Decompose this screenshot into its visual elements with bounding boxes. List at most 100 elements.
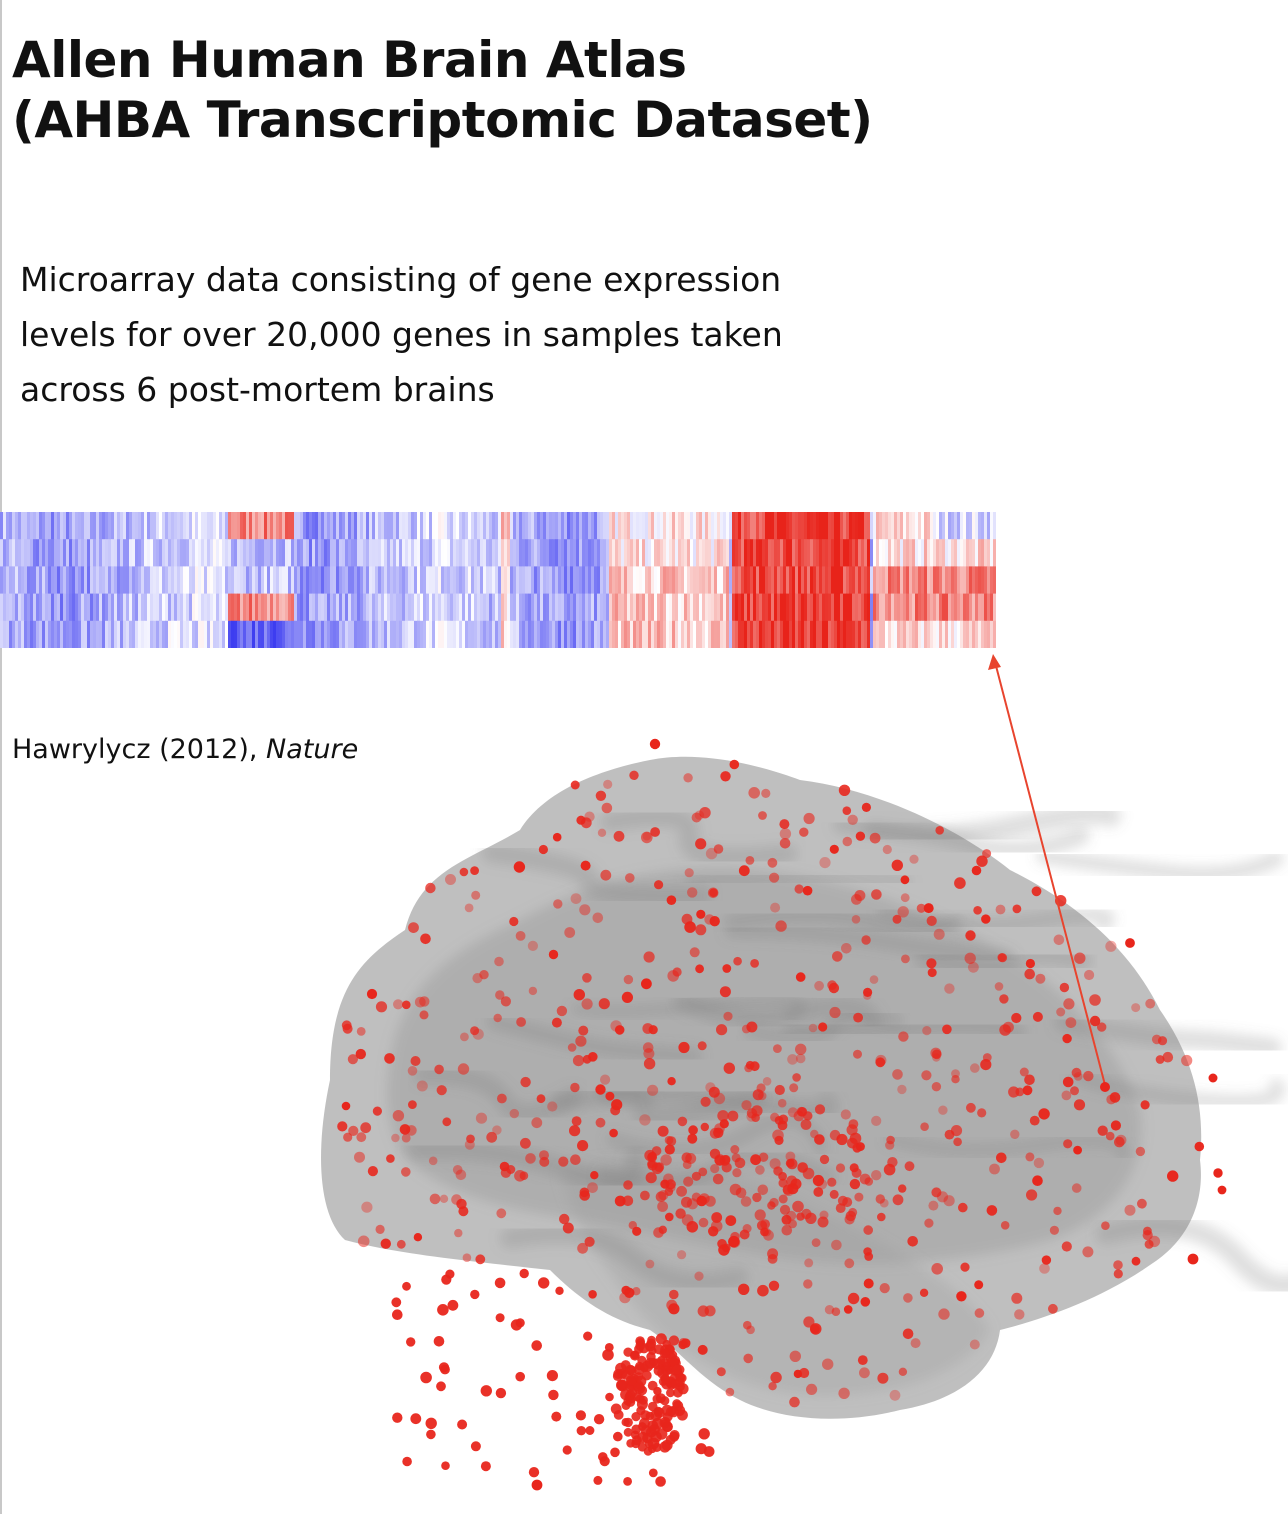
heatmap-cell [984, 593, 988, 622]
heatmap-cell [927, 620, 931, 648]
sample-dot [1074, 952, 1086, 964]
heatmap-cell [417, 566, 421, 595]
heatmap-cell [783, 512, 787, 540]
heatmap-cell [639, 593, 643, 622]
heatmap-cell [822, 512, 826, 540]
sample-dot [756, 1083, 766, 1093]
heatmap-cell [495, 566, 499, 595]
sample-dot [600, 869, 612, 881]
heatmap-cell [783, 566, 787, 595]
heatmap-cell [765, 620, 769, 648]
heatmap-cell [894, 593, 898, 622]
heatmap-cell [45, 566, 49, 595]
heatmap-cell [384, 539, 388, 567]
heatmap-cell [747, 539, 751, 567]
heatmap-cell [39, 593, 43, 622]
heatmap-cell [12, 539, 16, 567]
sample-dot [811, 1238, 821, 1247]
heatmap-cell [750, 512, 754, 540]
heatmap-cell [564, 593, 568, 622]
heatmap-cell [954, 566, 958, 595]
sample-dot [636, 1398, 648, 1410]
heatmap-cell [924, 539, 928, 567]
sample-dot [700, 1122, 709, 1132]
heatmap-cell [186, 620, 190, 648]
heatmap-cell [66, 593, 70, 622]
sample-dot [1113, 1269, 1123, 1279]
heatmap-cell [510, 566, 514, 595]
heatmap-cell [174, 566, 178, 595]
sample-dot [738, 865, 750, 877]
heatmap-cell [672, 566, 676, 595]
sample-dot [741, 1100, 752, 1111]
sample-dot [426, 1429, 436, 1440]
heatmap-cell [243, 620, 247, 648]
sample-dot [585, 1426, 595, 1435]
heatmap-cell [639, 512, 643, 540]
heatmap-cell [99, 539, 103, 567]
heatmap-cell [957, 539, 961, 567]
sample-dot [645, 1172, 657, 1184]
heatmap-cell [657, 539, 661, 567]
heatmap-cell [261, 620, 265, 648]
heatmap-cell [837, 593, 841, 622]
heatmap-cell [102, 539, 106, 567]
sample-dot [623, 1477, 632, 1486]
sample-dot [1113, 1260, 1123, 1270]
heatmap-cell [708, 512, 712, 540]
heatmap-cell [600, 620, 604, 648]
heatmap-cell [660, 620, 664, 648]
heatmap-cell [591, 512, 595, 540]
heatmap-cell [261, 566, 265, 595]
sample-dot [600, 1074, 611, 1085]
heatmap-cell [522, 566, 526, 595]
sample-dot [691, 1192, 702, 1202]
heatmap-cell [423, 539, 427, 567]
sample-dot [719, 1155, 731, 1166]
sample-dot [789, 1396, 800, 1408]
heatmap-cell [306, 620, 310, 648]
heatmap-cell [642, 566, 646, 595]
sample-dot [711, 1212, 723, 1223]
heatmap-cell [63, 593, 67, 622]
heatmap-cell [447, 620, 451, 648]
sample-dot [903, 1293, 913, 1303]
heatmap-cell [441, 593, 445, 622]
sample-dot [909, 854, 919, 864]
heatmap-cell [93, 620, 97, 648]
sample-dot [796, 1212, 805, 1221]
sample-dot [472, 973, 483, 984]
heatmap-cell [846, 593, 850, 622]
heatmap-cell [471, 566, 475, 595]
heatmap-cell [129, 512, 133, 540]
sample-dot [806, 1383, 818, 1395]
sample-dot [863, 1278, 874, 1289]
heatmap-cell [285, 539, 289, 567]
heatmap-cell [897, 566, 901, 595]
heatmap-cell [288, 566, 292, 595]
heatmap-cell [165, 620, 169, 648]
sample-dot [683, 1176, 694, 1187]
sample-dot [971, 865, 982, 876]
heatmap-cell [369, 593, 373, 622]
heatmap-cell [123, 539, 127, 567]
sample-dot [789, 1350, 801, 1363]
heatmap-cell [330, 620, 334, 648]
heatmap-cell [66, 539, 70, 567]
heatmap-cell [816, 512, 820, 540]
heatmap-cell [399, 620, 403, 648]
heatmap-cell [165, 539, 169, 567]
heatmap-cell [375, 539, 379, 567]
sample-dot [470, 866, 479, 875]
sample-dot [953, 1137, 962, 1147]
sample-dot [648, 1025, 658, 1035]
sample-dot [584, 1236, 595, 1247]
heatmap-cell [336, 512, 340, 540]
sample-dot [399, 1124, 411, 1135]
heatmap-cell [207, 620, 211, 648]
heatmap-cell [921, 620, 925, 648]
heatmap-cell [168, 512, 172, 540]
heatmap-cell [93, 512, 97, 540]
heatmap-cell [96, 566, 100, 595]
heatmap-cell [342, 539, 346, 567]
